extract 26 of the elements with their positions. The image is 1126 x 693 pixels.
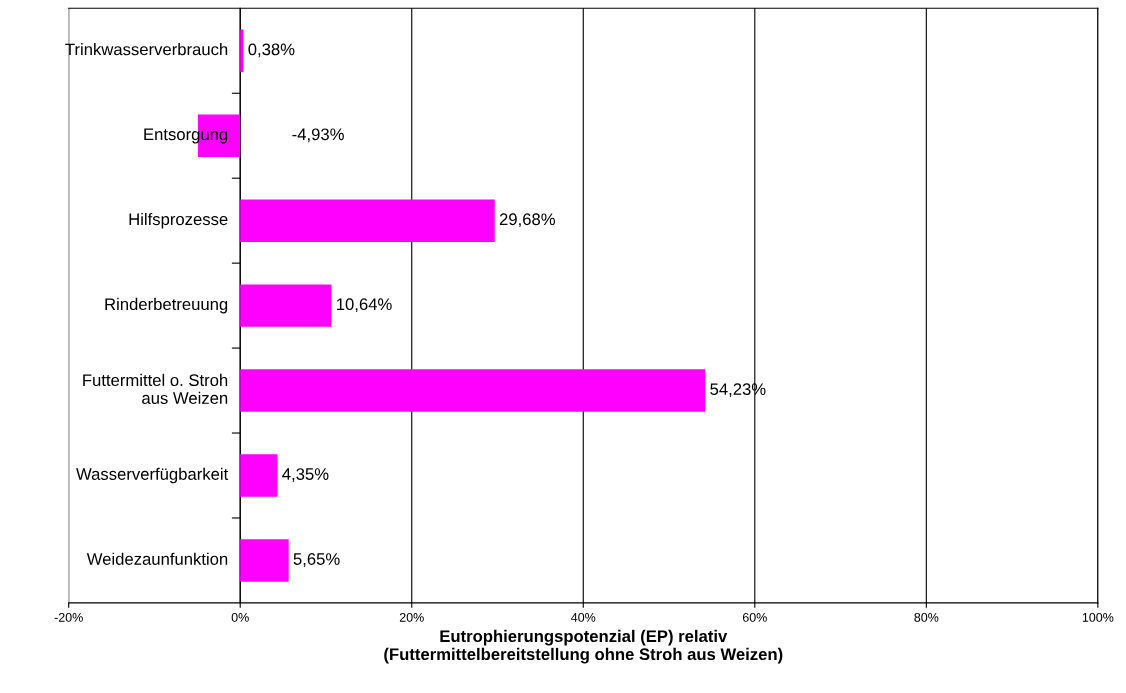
data-label: 4,35% bbox=[282, 468, 329, 482]
x-tick-label: -20% bbox=[54, 612, 83, 622]
bar bbox=[240, 199, 495, 242]
y-tick-label: Wasserverfügbarkeit bbox=[76, 467, 229, 484]
data-label: -4,93% bbox=[292, 128, 344, 143]
x-tick-label: 80% bbox=[914, 612, 939, 622]
bar bbox=[240, 29, 244, 73]
x-tick-label: 0% bbox=[231, 612, 249, 622]
y-tick-label: Rinderbetreuung bbox=[105, 297, 228, 314]
y-tick-label: Hilfsprozesse bbox=[129, 212, 228, 229]
data-label: 10,64% bbox=[337, 298, 392, 313]
x-tick-label: 20% bbox=[399, 612, 424, 622]
data-label: 0,38% bbox=[248, 43, 295, 58]
bar bbox=[240, 454, 278, 497]
bar bbox=[240, 539, 289, 582]
y-tick-label: Futtermittel o. Stroh aus Weizen bbox=[83, 373, 228, 405]
y-tick-label: Weidezaunfunktion bbox=[86, 552, 228, 565]
x-axis-title: Eutrophierungspotenzial (EP) relativ (Futtermittelbereitstellung ohne Stroh aus Weizen) bbox=[384, 629, 783, 664]
bar bbox=[240, 284, 332, 327]
x-tick-label: 60% bbox=[742, 612, 767, 622]
bar bbox=[240, 369, 706, 412]
x-tick-label: 100% bbox=[1082, 612, 1114, 622]
data-label: 5,65% bbox=[293, 553, 340, 567]
data-label: 29,68% bbox=[499, 213, 555, 228]
x-tick-label: 40% bbox=[571, 612, 596, 622]
y-tick-label: Trinkwasserverbrauch bbox=[65, 43, 228, 56]
